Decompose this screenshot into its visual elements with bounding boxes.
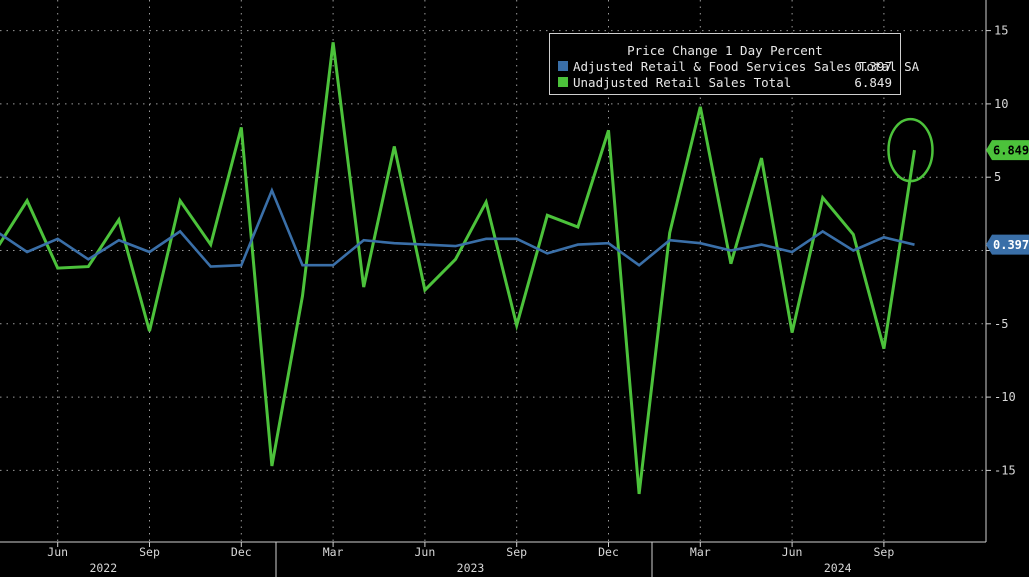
x-year-label: 2024 <box>824 561 852 575</box>
y-tick-label: -5 <box>994 317 1008 331</box>
y-tick-label: 10 <box>994 97 1008 111</box>
last-value-label-unadjusted: 6.849 <box>986 140 1029 161</box>
series-line-adjusted <box>0 186 915 268</box>
series <box>0 42 934 495</box>
x-tick-label: Jun <box>415 545 436 559</box>
legend-value-adjusted: 0.397 <box>854 59 892 74</box>
legend-swatch-unadjusted <box>558 77 568 87</box>
legend-swatch-adjusted <box>558 61 568 71</box>
x-tick-label: Jun <box>782 545 803 559</box>
x-tick-label: Sep <box>139 545 160 559</box>
svg-text:0.397: 0.397 <box>993 238 1029 252</box>
value-labels: 6.849 0.397 <box>986 140 1029 255</box>
legend-label-adjusted: Adjusted Retail & Food Services Sales To… <box>573 59 920 74</box>
x-tick-label: Sep <box>506 545 527 559</box>
x-year-label: 2023 <box>457 561 485 575</box>
legend-entry-adjusted: Adjusted Retail & Food Services Sales To… <box>558 59 919 74</box>
legend-value-unadjusted: 6.849 <box>854 75 892 90</box>
svg-text:6.849: 6.849 <box>993 144 1029 158</box>
series-line-unadjusted <box>0 42 916 495</box>
y-tick-label: 15 <box>994 24 1008 38</box>
y-tick-label: -10 <box>994 390 1016 404</box>
legend-entry-unadjusted: Unadjusted Retail Sales Total 6.849 <box>558 75 892 90</box>
x-year-label: 2022 <box>89 561 117 575</box>
legend-title: Price Change 1 Day Percent <box>627 43 823 58</box>
x-tick-label: Dec <box>231 545 252 559</box>
chart-legend: Price Change 1 Day Percent Adjusted Reta… <box>549 33 919 95</box>
x-tick-label: Sep <box>874 545 895 559</box>
x-tick-label: Dec <box>598 545 619 559</box>
last-value-label-adjusted: 0.397 <box>986 234 1029 255</box>
x-tick-label: Mar <box>690 545 711 559</box>
x-tick-label: Mar <box>323 545 344 559</box>
x-tick-label: Jun <box>47 545 68 559</box>
highlight-circle <box>887 117 934 183</box>
y-tick-label: -15 <box>994 463 1016 477</box>
legend-label-unadjusted: Unadjusted Retail Sales Total <box>573 75 792 90</box>
y-tick-label: 5 <box>994 170 1001 184</box>
